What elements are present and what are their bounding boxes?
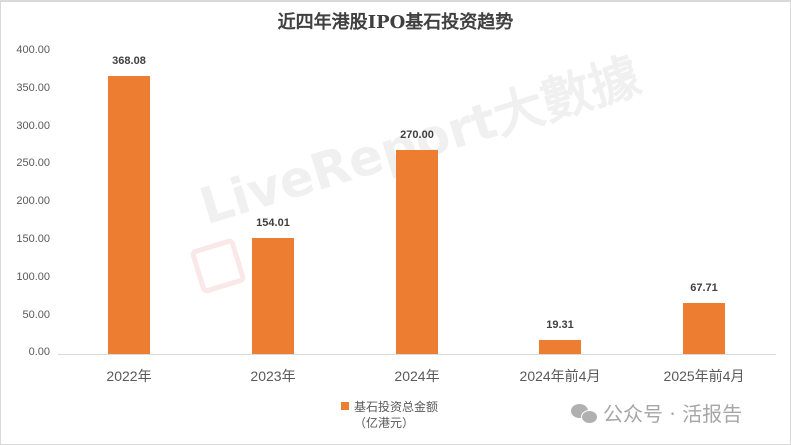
y-tick: 400.00	[16, 44, 50, 56]
bar-2024	[396, 150, 438, 354]
x-label: 2025年前4月	[663, 368, 745, 384]
y-tick: 300.00	[16, 120, 50, 132]
y-tick: 50.00	[22, 309, 50, 321]
data-label: 154.01	[256, 217, 290, 229]
legend-unit: （亿港元）	[354, 416, 415, 430]
y-tick: 100.00	[16, 271, 50, 283]
y-tick: 350.00	[16, 82, 50, 94]
data-label: 19.31	[546, 319, 574, 331]
data-label: 67.71	[690, 282, 718, 294]
chart-title: 近四年港股IPO基石投资趋势	[277, 12, 514, 33]
x-label: 2024年前4月	[519, 368, 601, 384]
y-tick: 200.00	[16, 195, 50, 207]
wechat-account-text: 公众号 · 活报告	[603, 402, 743, 426]
data-label: 270.00	[400, 129, 434, 141]
legend-swatch	[341, 402, 349, 410]
bar-2023	[252, 238, 294, 354]
bar-2025-first4m	[683, 303, 725, 354]
wechat-watermark: 公众号 · 活报告	[571, 398, 742, 427]
y-tick: 150.00	[16, 233, 50, 245]
legend: 基石投资总金额 （亿港元）	[341, 399, 438, 431]
wechat-icon	[571, 404, 598, 424]
bar-2024-first4m	[539, 340, 581, 354]
y-tick: 0.00	[28, 346, 50, 358]
data-label: 368.08	[112, 55, 146, 67]
legend-label: 基石投资总金额	[354, 400, 439, 414]
x-label: 2023年	[250, 368, 296, 384]
x-label: 2024年	[394, 368, 440, 384]
x-axis-line	[58, 354, 776, 355]
x-label: 2022年	[106, 368, 152, 384]
bar-2022	[108, 76, 150, 354]
y-tick: 250.00	[16, 157, 50, 169]
